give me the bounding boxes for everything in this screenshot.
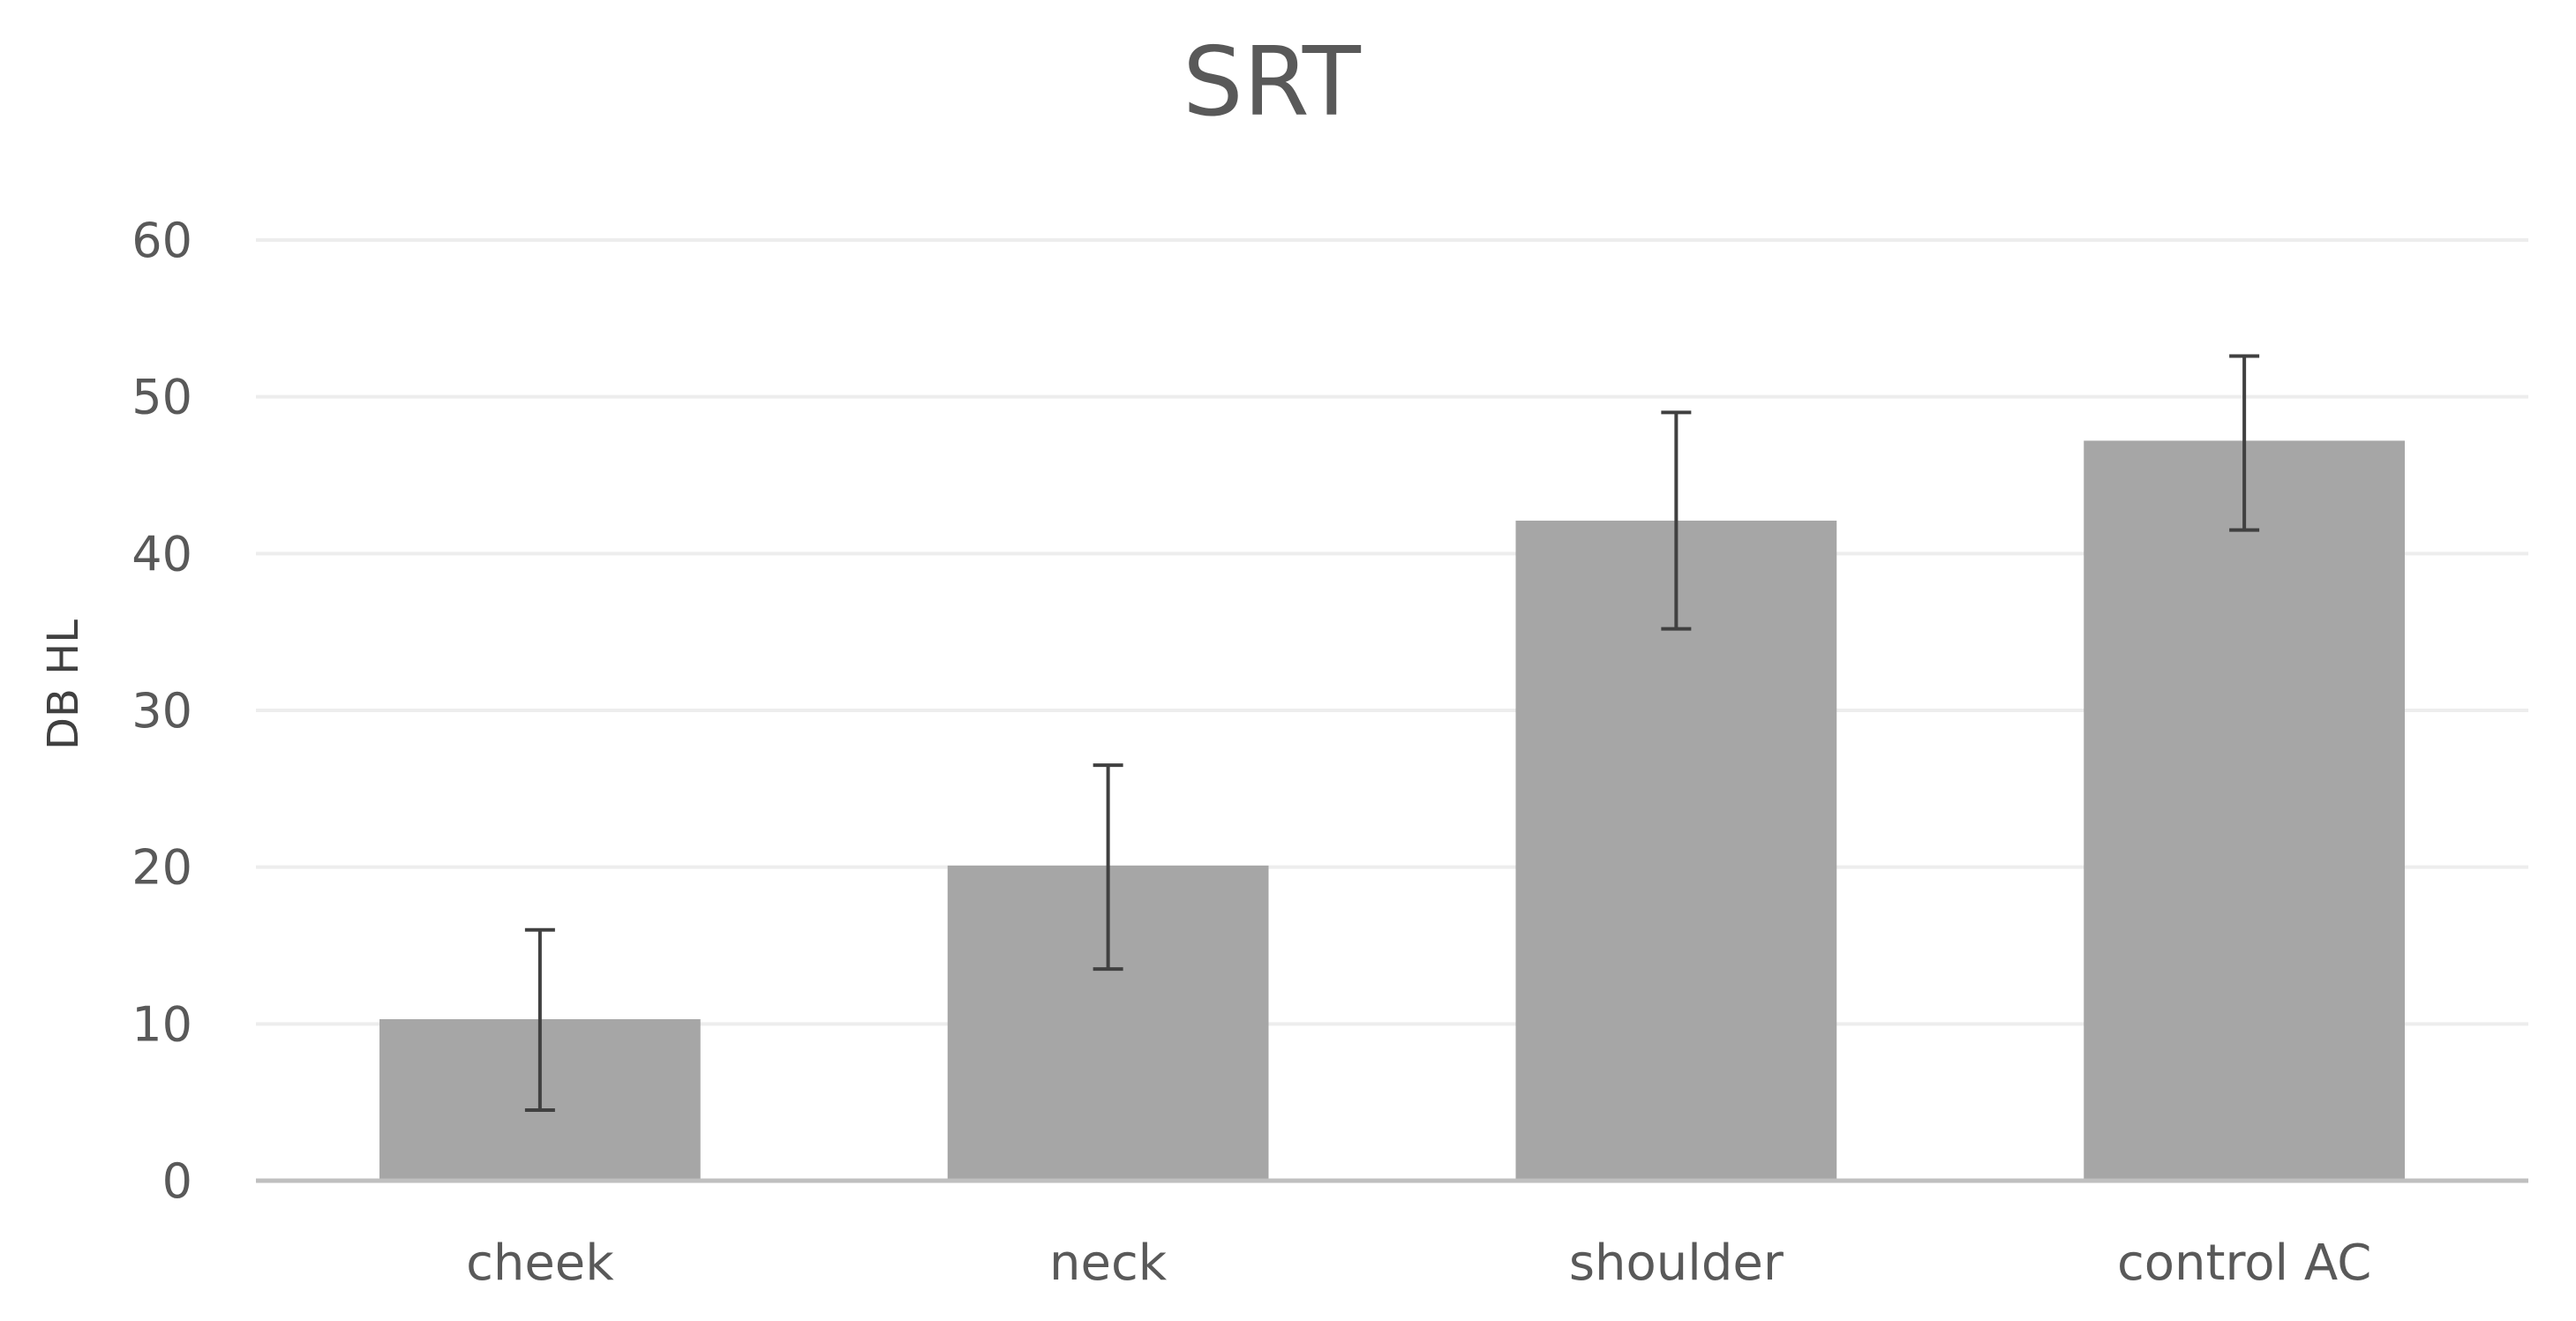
y-tick-label: 30 — [131, 683, 192, 739]
y-tick-label: 0 — [162, 1153, 192, 1209]
y-tick-label: 50 — [131, 370, 192, 425]
x-tick-label: cheek — [466, 1235, 614, 1292]
bars — [379, 440, 2405, 1181]
y-axis-label: DB HL — [39, 619, 88, 750]
error-bars — [524, 354, 2260, 1113]
x-tick-label: shoulder — [1569, 1235, 1784, 1292]
chart-title: SRT — [1183, 27, 1362, 138]
y-tick-label: 10 — [131, 996, 192, 1052]
bar — [1515, 521, 1837, 1181]
y-tick-label: 60 — [131, 213, 192, 268]
error-bar — [2229, 354, 2260, 532]
y-tick-labels: 0 10 20 30 40 50 60 — [131, 213, 192, 1209]
x-tick-label: neck — [1049, 1235, 1168, 1292]
y-tick-label: 20 — [131, 840, 192, 896]
error-bar — [1093, 763, 1123, 972]
x-tick-labels: cheek neck shoulder control AC — [466, 1235, 2371, 1292]
bar — [2084, 440, 2405, 1181]
error-bar — [524, 927, 555, 1113]
y-tick-label: 40 — [131, 526, 192, 582]
error-bar — [1661, 410, 1692, 631]
x-tick-label: control AC — [2117, 1235, 2371, 1292]
